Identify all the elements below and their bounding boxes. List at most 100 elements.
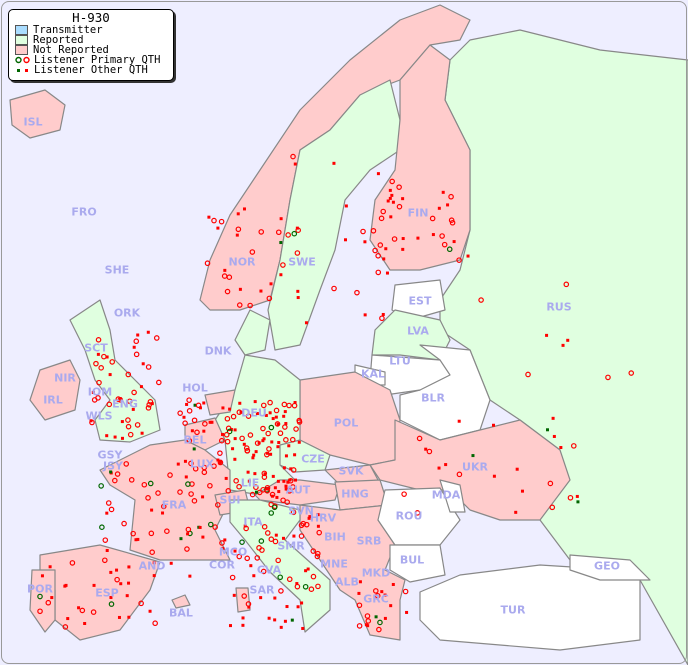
listener-primary-marker: [293, 426, 299, 432]
listener-primary-marker: [184, 546, 190, 552]
listener-primary-marker: [145, 364, 152, 370]
listener-primary-marker: [221, 273, 228, 279]
listener-other-marker: [83, 621, 87, 625]
listener-primary-marker: [261, 474, 268, 480]
listener-primary-marker: [282, 424, 288, 430]
listener-other-marker: [277, 490, 281, 494]
listener-primary-marker: [160, 503, 167, 510]
listener-other-marker: [269, 452, 273, 456]
listener-other-marker: [383, 616, 387, 620]
listener-other-marker: [223, 538, 227, 542]
listener-primary-marker: [225, 425, 232, 432]
listener-primary-marker: [277, 430, 284, 437]
listener-other-marker: [545, 333, 549, 337]
listener-other-marker: [262, 437, 266, 441]
listener-other-marker: [452, 240, 456, 244]
listener-primary-marker: [177, 410, 183, 416]
listener-primary-marker: [448, 193, 454, 200]
listener-other-marker: [50, 596, 54, 600]
country-label-she: SHE: [104, 263, 130, 277]
listener-other-marker: [389, 604, 393, 608]
listener-other-marker: [332, 161, 336, 165]
listener-other-marker: [233, 428, 237, 432]
listener-other-marker: [253, 472, 257, 476]
listener-other-marker: [293, 401, 297, 405]
listener-primary-marker: [374, 592, 381, 599]
listener-primary-marker: [261, 524, 268, 530]
country-label-fro: FRO: [71, 205, 97, 219]
listener-primary-marker: [286, 488, 293, 494]
listener-primary-marker: [449, 219, 456, 226]
listener-primary-marker: [223, 431, 230, 438]
listener-primary-marker: [149, 549, 155, 556]
listener-primary-marker: [215, 502, 221, 508]
listener-primary-marker: [69, 560, 76, 566]
listener-primary-marker: [182, 420, 188, 426]
listener-other-marker: [285, 605, 289, 609]
listener-primary-marker: [258, 538, 265, 544]
listener-other-marker: [141, 362, 145, 366]
listener-other-marker: [120, 420, 124, 424]
listener-other-marker: [446, 203, 450, 207]
listener-other-marker: [255, 412, 259, 416]
listener-other-marker: [293, 162, 297, 166]
listener-other-marker: [254, 450, 258, 454]
listener-primary-marker: [123, 461, 130, 467]
listener-other-marker: [296, 296, 300, 300]
listener-other-marker: [388, 196, 392, 200]
listener-other-marker: [286, 480, 290, 484]
listener-primary-marker: [278, 588, 284, 594]
listener-other-marker: [221, 546, 225, 550]
listener-other-marker: [208, 420, 212, 424]
listener-other-marker: [384, 247, 388, 251]
listener-other-marker: [216, 458, 220, 462]
country-swe: [267, 79, 401, 351]
country-label-tur: TUR: [500, 603, 526, 617]
listener-primary-marker: [268, 424, 275, 431]
listener-other-marker: [188, 574, 192, 578]
listener-other-marker: [374, 615, 378, 619]
not-reported-swatch: [15, 45, 28, 55]
legend-other-qth: Listener Other QTH: [9, 65, 173, 75]
listener-other-marker: [279, 217, 283, 221]
country-label-lva: LVA: [407, 324, 429, 338]
listener-other-marker: [91, 390, 95, 394]
listener-primary-marker: [185, 526, 192, 533]
listener-other-marker: [190, 429, 194, 433]
listener-other-marker: [383, 593, 387, 597]
listener-primary-marker: [98, 483, 104, 489]
listener-other-marker: [363, 240, 367, 244]
listener-primary-marker: [291, 230, 298, 237]
country-label-bih: BIH: [324, 530, 346, 544]
listener-other-marker: [146, 330, 150, 334]
country-label-rus: RUS: [546, 300, 572, 314]
country-label-blr: BLR: [421, 391, 445, 405]
listener-other-marker: [380, 590, 384, 594]
legend-label: Not Reported: [33, 44, 109, 56]
listener-primary-marker: [217, 459, 224, 466]
listener-other-marker: [304, 569, 308, 573]
country-label-srb: SRB: [356, 534, 382, 548]
listener-primary-marker: [125, 423, 132, 430]
listener-other-marker: [424, 447, 428, 451]
listener-other-marker: [127, 615, 131, 619]
listener-primary-marker: [186, 397, 192, 403]
listener-primary-marker: [391, 236, 398, 242]
country-por: [29, 569, 56, 633]
listener-primary-marker: [229, 574, 236, 581]
listener-other-marker: [92, 583, 96, 587]
listener-other-marker: [228, 407, 232, 411]
listener-primary-marker: [233, 478, 239, 484]
listener-primary-marker: [379, 315, 385, 322]
listener-primary-marker: [93, 360, 99, 367]
country-label-mda: MDA: [431, 488, 461, 502]
country-label-iom: IOM: [87, 385, 113, 399]
listener-primary-marker: [243, 445, 250, 451]
listener-primary-marker: [62, 624, 69, 630]
listener-other-marker: [307, 516, 311, 520]
listener-primary-marker: [290, 153, 296, 160]
country-label-mkd: MKD: [361, 566, 391, 580]
listener-primary-marker: [218, 218, 225, 225]
listener-primary-marker: [372, 247, 378, 254]
listener-primary-marker: [145, 405, 152, 411]
